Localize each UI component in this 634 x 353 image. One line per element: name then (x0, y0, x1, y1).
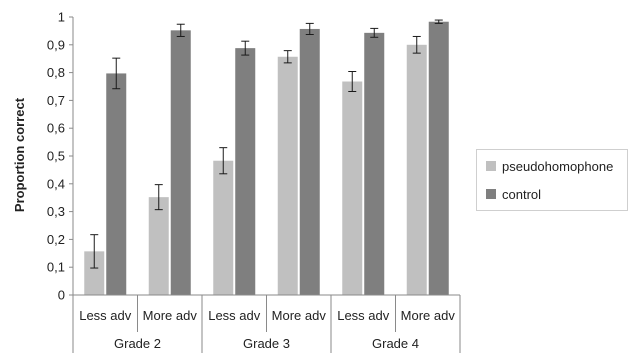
x-tick-label: Less adv (208, 308, 261, 323)
plot-area: 0 0,1 0,2 0,3 0,4 0,5 0,6 0,7 0,8 0,9 1 Less adv Mor… (47, 10, 461, 353)
x-group-label: Grade 2 (114, 336, 161, 351)
legend-swatch-pseudohomophone (486, 161, 496, 171)
bar-pseudohomophone (406, 44, 427, 295)
bar-pseudohomophone (277, 56, 298, 296)
y-tick-label: 0,8 (47, 65, 65, 80)
y-tick-label: 1 (58, 10, 65, 25)
legend-item-control: control (486, 185, 541, 203)
bar-control (106, 73, 127, 296)
bar-control (235, 48, 256, 295)
bar-control (299, 28, 320, 295)
y-tick-label: 0 (58, 288, 65, 303)
bar-pseudohomophone (342, 81, 363, 295)
y-tick-label: 0,1 (47, 260, 65, 275)
x-tick-label: Less adv (337, 308, 390, 323)
x-tick-label: Less adv (79, 308, 132, 323)
y-tick-label: 0,7 (47, 93, 65, 108)
bar-control (364, 32, 385, 295)
legend-item-pseudohomophone: pseudohomophone (486, 157, 613, 175)
legend-label-pseudohomophone: pseudohomophone (502, 158, 614, 174)
y-tick-label: 0,9 (47, 37, 65, 52)
bar-pseudohomophone (213, 160, 234, 295)
legend-label-control: control (502, 186, 542, 202)
legend: pseudohomophone control (476, 149, 628, 211)
y-axis-label: Proportion correct (12, 97, 27, 212)
y-tick-label: 0,2 (47, 232, 65, 247)
y-axis-label-group: Proportion correct (12, 97, 27, 212)
x-group-label: Grade 3 (243, 336, 290, 351)
bar-pseudohomophone (84, 251, 105, 295)
x-tick-label: More adv (143, 308, 198, 323)
y-tick-label: 0,3 (47, 204, 65, 219)
y-tick-label: 0,5 (47, 149, 65, 164)
x-tick-label: More adv (272, 308, 327, 323)
legend-swatch-control (486, 189, 496, 199)
bar-control (170, 30, 191, 296)
y-tick-label: 0,4 (47, 176, 65, 191)
x-group-label: Grade 4 (372, 336, 419, 351)
bar-control (428, 21, 449, 295)
y-tick-label: 0,6 (47, 121, 65, 136)
x-tick-label: More adv (401, 308, 456, 323)
bar-pseudohomophone (148, 197, 169, 295)
